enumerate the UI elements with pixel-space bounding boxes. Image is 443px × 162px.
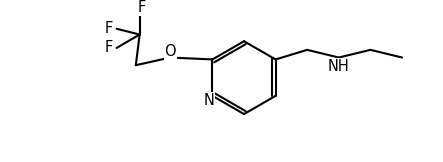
Text: O: O [164,44,176,59]
Text: F: F [137,0,146,15]
Text: N: N [203,93,214,108]
Text: F: F [105,40,113,55]
Text: F: F [105,21,113,36]
Text: NH: NH [328,59,350,74]
